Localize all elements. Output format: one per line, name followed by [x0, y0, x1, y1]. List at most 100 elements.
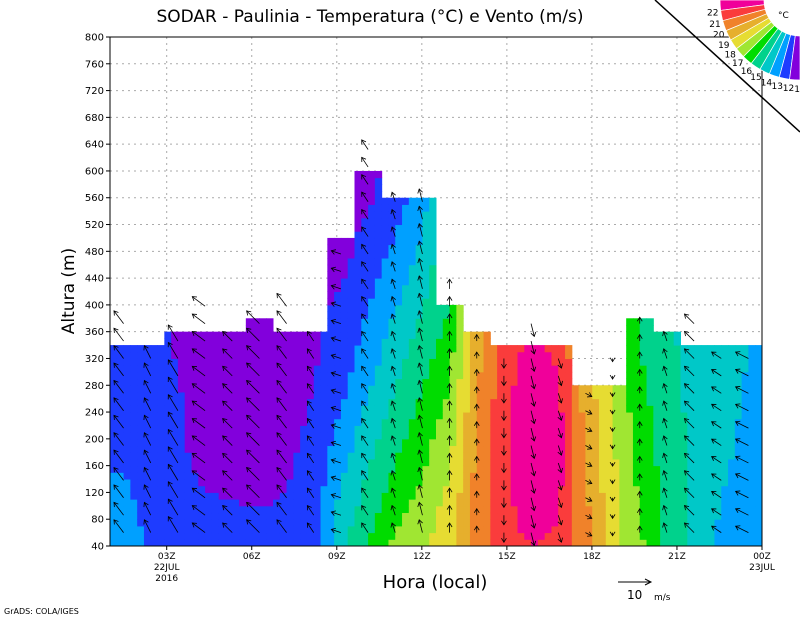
- temperature-cell: [599, 465, 607, 473]
- wind-arrow: [276, 502, 287, 516]
- temperature-cell: [449, 304, 457, 313]
- temperature-cell: [368, 519, 376, 527]
- wind-arrowhead: [390, 382, 396, 389]
- temperature-cell: [551, 445, 559, 453]
- temperature-cell: [157, 412, 165, 420]
- temperature-cell: [680, 465, 688, 473]
- temperature-cell: [381, 458, 389, 467]
- temperature-cell: [721, 418, 729, 426]
- wind-arrowhead: [330, 527, 336, 534]
- wind-arrowhead: [417, 466, 423, 473]
- wind-arrowhead: [276, 414, 282, 421]
- temperature-cell: [388, 331, 396, 339]
- temperature-cell: [639, 512, 648, 520]
- temperature-cell: [429, 244, 437, 252]
- wind-arrowhead: [361, 400, 367, 406]
- temperature-cell: [639, 351, 648, 359]
- temperature-cell: [632, 378, 641, 386]
- temperature-cell: [660, 358, 668, 366]
- temperature-cell: [415, 264, 423, 272]
- temperature-cell: [469, 432, 478, 440]
- temperature-cell: [191, 485, 199, 493]
- temperature-cell: [374, 345, 383, 353]
- temperature-cell: [368, 217, 376, 226]
- temperature-cell: [368, 425, 376, 433]
- temperature-cell: [646, 458, 654, 467]
- wind-arrow: [113, 362, 124, 377]
- temperature-cell: [673, 378, 681, 386]
- temperature-cell: [198, 479, 206, 487]
- temperature-cell: [381, 485, 389, 493]
- temperature-cell: [232, 405, 240, 413]
- temperature-cell: [374, 412, 383, 420]
- temperature-cell: [456, 492, 464, 500]
- temperature-cell: [565, 539, 573, 547]
- temperature-cell: [232, 458, 240, 467]
- wind-arrow: [331, 267, 342, 272]
- temperature-cell: [497, 472, 505, 480]
- wind-arrowhead: [276, 310, 282, 316]
- temperature-cell: [300, 331, 308, 339]
- temperature-cell: [755, 492, 763, 500]
- temperature-cell: [218, 465, 226, 473]
- wind-arrow: [585, 445, 592, 450]
- temperature-cell: [273, 485, 281, 493]
- temperature-cell: [429, 438, 437, 447]
- wind-arrow: [246, 397, 260, 411]
- temperature-cell: [436, 405, 444, 413]
- wind-arrowhead: [222, 522, 228, 528]
- temperature-cell: [666, 358, 675, 366]
- temperature-cell: [503, 432, 512, 440]
- temperature-cell: [551, 371, 559, 380]
- temperature-cell: [442, 304, 451, 313]
- temperature-cell: [619, 525, 627, 534]
- temperature-cell: [422, 284, 430, 292]
- temperature-cell: [388, 479, 396, 487]
- temperature-cell: [422, 425, 430, 433]
- temperature-cell: [402, 499, 410, 507]
- temperature-cell: [524, 499, 532, 507]
- temperature-cell: [245, 358, 254, 366]
- temperature-cell: [531, 378, 539, 386]
- temperature-cell: [646, 452, 654, 460]
- temperature-cell: [673, 512, 681, 520]
- temperature-cell: [374, 432, 383, 440]
- temperature-cell: [673, 412, 681, 420]
- temperature-cell: [354, 532, 362, 540]
- temperature-cell: [408, 304, 417, 313]
- temperature-cell: [469, 351, 478, 359]
- temperature-cell: [632, 452, 641, 460]
- temperature-cell: [714, 525, 722, 534]
- temperature-cell: [171, 539, 179, 547]
- wind-arrowhead: [636, 351, 643, 357]
- wind-arrowhead: [473, 473, 480, 479]
- temperature-cell: [402, 385, 410, 393]
- temperature-cell: [558, 445, 566, 453]
- temperature-cell: [402, 378, 410, 386]
- temperature-cell: [449, 318, 457, 326]
- temperature-cell: [544, 418, 552, 426]
- temperature-cell: [680, 365, 688, 373]
- temperature-cell: [571, 452, 580, 460]
- temperature-cell: [687, 512, 695, 520]
- wind-arrow: [192, 313, 206, 324]
- wind-arrowhead: [683, 452, 690, 459]
- wind-arrow: [113, 519, 124, 533]
- wind-arrowhead: [711, 473, 717, 479]
- temperature-cell: [436, 452, 444, 460]
- temperature-cell: [306, 378, 315, 386]
- temperature-cell: [741, 391, 749, 400]
- temperature-cell: [368, 197, 376, 205]
- temperature-cell: [368, 278, 376, 286]
- wind-arrowhead: [636, 455, 643, 461]
- temperature-cell: [592, 452, 600, 460]
- wind-arrowhead: [361, 174, 367, 180]
- temperature-cell: [286, 358, 294, 366]
- temperature-cell: [531, 385, 539, 393]
- temperature-cell: [734, 452, 743, 460]
- temperature-cell: [218, 378, 226, 386]
- wind-arrowhead: [276, 292, 282, 299]
- temperature-cell: [388, 492, 396, 500]
- temperature-cell: [191, 532, 199, 540]
- temperature-cell: [673, 472, 681, 480]
